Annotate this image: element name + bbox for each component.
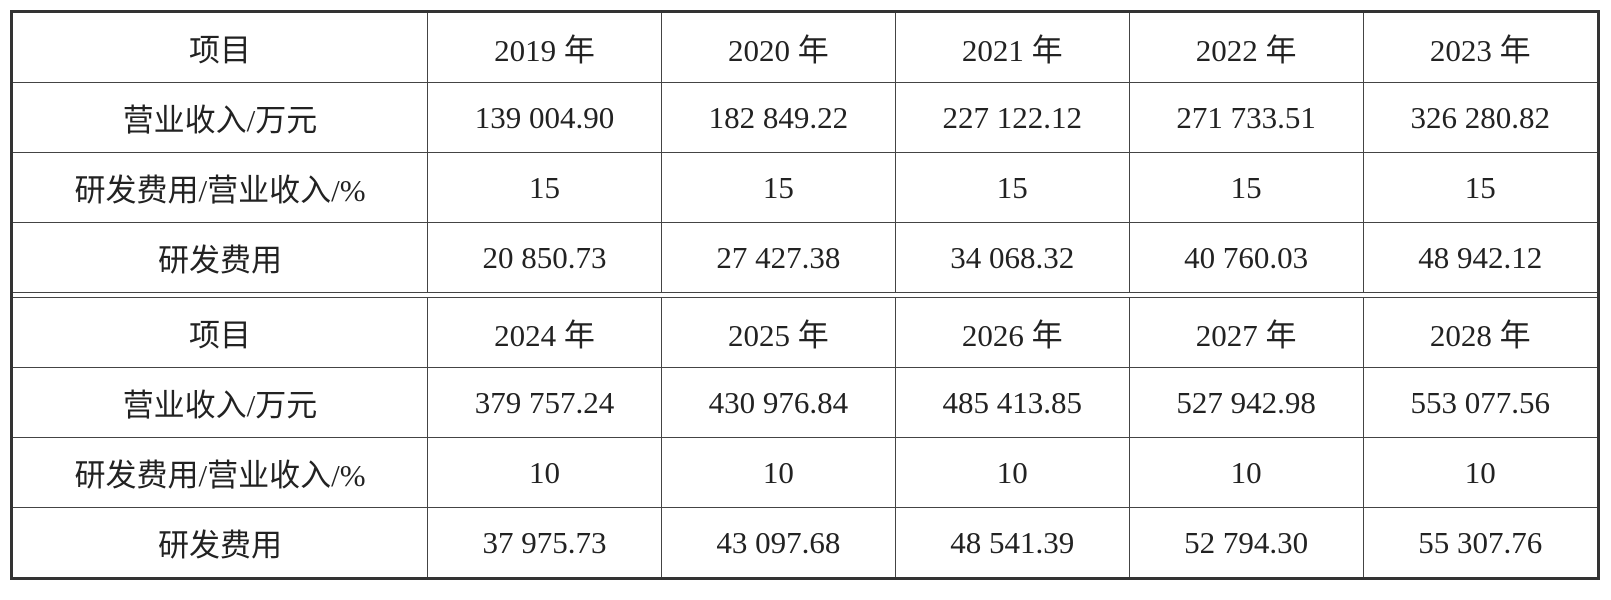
cell: 10 (894, 437, 1130, 508)
cell: 326 280.82 (1362, 82, 1597, 153)
header-row: 项目 2024 年 2025 年 2026 年 2027 年 2028 年 (13, 298, 1597, 368)
data-row: 研发费用 37 975.73 43 097.68 48 541.39 52 794.30… (13, 507, 1597, 577)
row-label: 营业收入/万元 (13, 82, 428, 153)
cell: 10 (1362, 437, 1597, 508)
row-label: 研发费用/营业收入/% (13, 152, 428, 223)
header-cell: 2024 年 (427, 298, 662, 368)
table-section: 项目 2019 年 2020 年 2021 年 2022 年 2023 年营业收入/万元 1… (13, 13, 1597, 292)
cell: 139 004.90 (427, 82, 662, 153)
header-row: 项目 2019 年 2020 年 2021 年 2022 年 2023 年 (13, 13, 1597, 83)
cell: 55 307.76 (1362, 507, 1597, 577)
header-cell: 2026 年 (894, 298, 1130, 368)
header-cell: 2019 年 (427, 13, 662, 83)
row-label: 营业收入/万元 (13, 367, 428, 438)
cell: 485 413.85 (894, 367, 1130, 438)
cell: 20 850.73 (427, 222, 662, 292)
cell: 27 427.38 (660, 222, 896, 292)
header-cell: 2025 年 (660, 298, 896, 368)
header-cell: 2021 年 (894, 13, 1130, 83)
cell: 43 097.68 (660, 507, 896, 577)
cell: 34 068.32 (894, 222, 1130, 292)
header-cell: 2028 年 (1362, 298, 1597, 368)
cell: 15 (427, 152, 662, 223)
cell: 10 (660, 437, 896, 508)
cell: 379 757.24 (427, 367, 662, 438)
cell: 10 (427, 437, 662, 508)
cell: 15 (894, 152, 1130, 223)
cell: 553 077.56 (1362, 367, 1597, 438)
table-section: 项目 2024 年 2025 年 2026 年 2027 年 2028 年营业收入/万元 3… (13, 298, 1597, 577)
header-cell: 项目 (13, 13, 428, 83)
cell: 271 733.51 (1128, 82, 1364, 153)
cell: 48 541.39 (894, 507, 1130, 577)
data-row: 营业收入/万元 139 004.90 182 849.22 227 122.12 271… (13, 82, 1597, 153)
cell: 40 760.03 (1128, 222, 1364, 292)
cell: 527 942.98 (1128, 367, 1364, 438)
header-cell: 2023 年 (1362, 13, 1597, 83)
cell: 15 (1128, 152, 1364, 223)
data-row: 研发费用 20 850.73 27 427.38 34 068.32 40 760.03… (13, 222, 1597, 292)
cell: 37 975.73 (427, 507, 662, 577)
data-row: 营业收入/万元 379 757.24 430 976.84 485 413.85 527… (13, 367, 1597, 438)
double-rule (13, 292, 1597, 298)
cell: 15 (660, 152, 896, 223)
cell: 430 976.84 (660, 367, 896, 438)
data-row: 研发费用/营业收入/% 15 15 15 15 15 (13, 152, 1597, 223)
cell: 10 (1128, 437, 1364, 508)
cell: 227 122.12 (894, 82, 1130, 153)
row-label: 研发费用/营业收入/% (13, 437, 428, 508)
data-row: 研发费用/营业收入/% 10 10 10 10 10 (13, 437, 1597, 508)
cell: 182 849.22 (660, 82, 896, 153)
header-cell: 项目 (13, 298, 428, 368)
cell: 52 794.30 (1128, 507, 1364, 577)
header-cell: 2022 年 (1128, 13, 1364, 83)
cell: 15 (1362, 152, 1597, 223)
data-table: 项目 2019 年 2020 年 2021 年 2022 年 2023 年营业收入/万元 1… (10, 10, 1600, 580)
cell: 48 942.12 (1362, 222, 1597, 292)
header-cell: 2020 年 (660, 13, 896, 83)
row-label: 研发费用 (13, 507, 428, 577)
row-label: 研发费用 (13, 222, 428, 292)
header-cell: 2027 年 (1128, 298, 1364, 368)
